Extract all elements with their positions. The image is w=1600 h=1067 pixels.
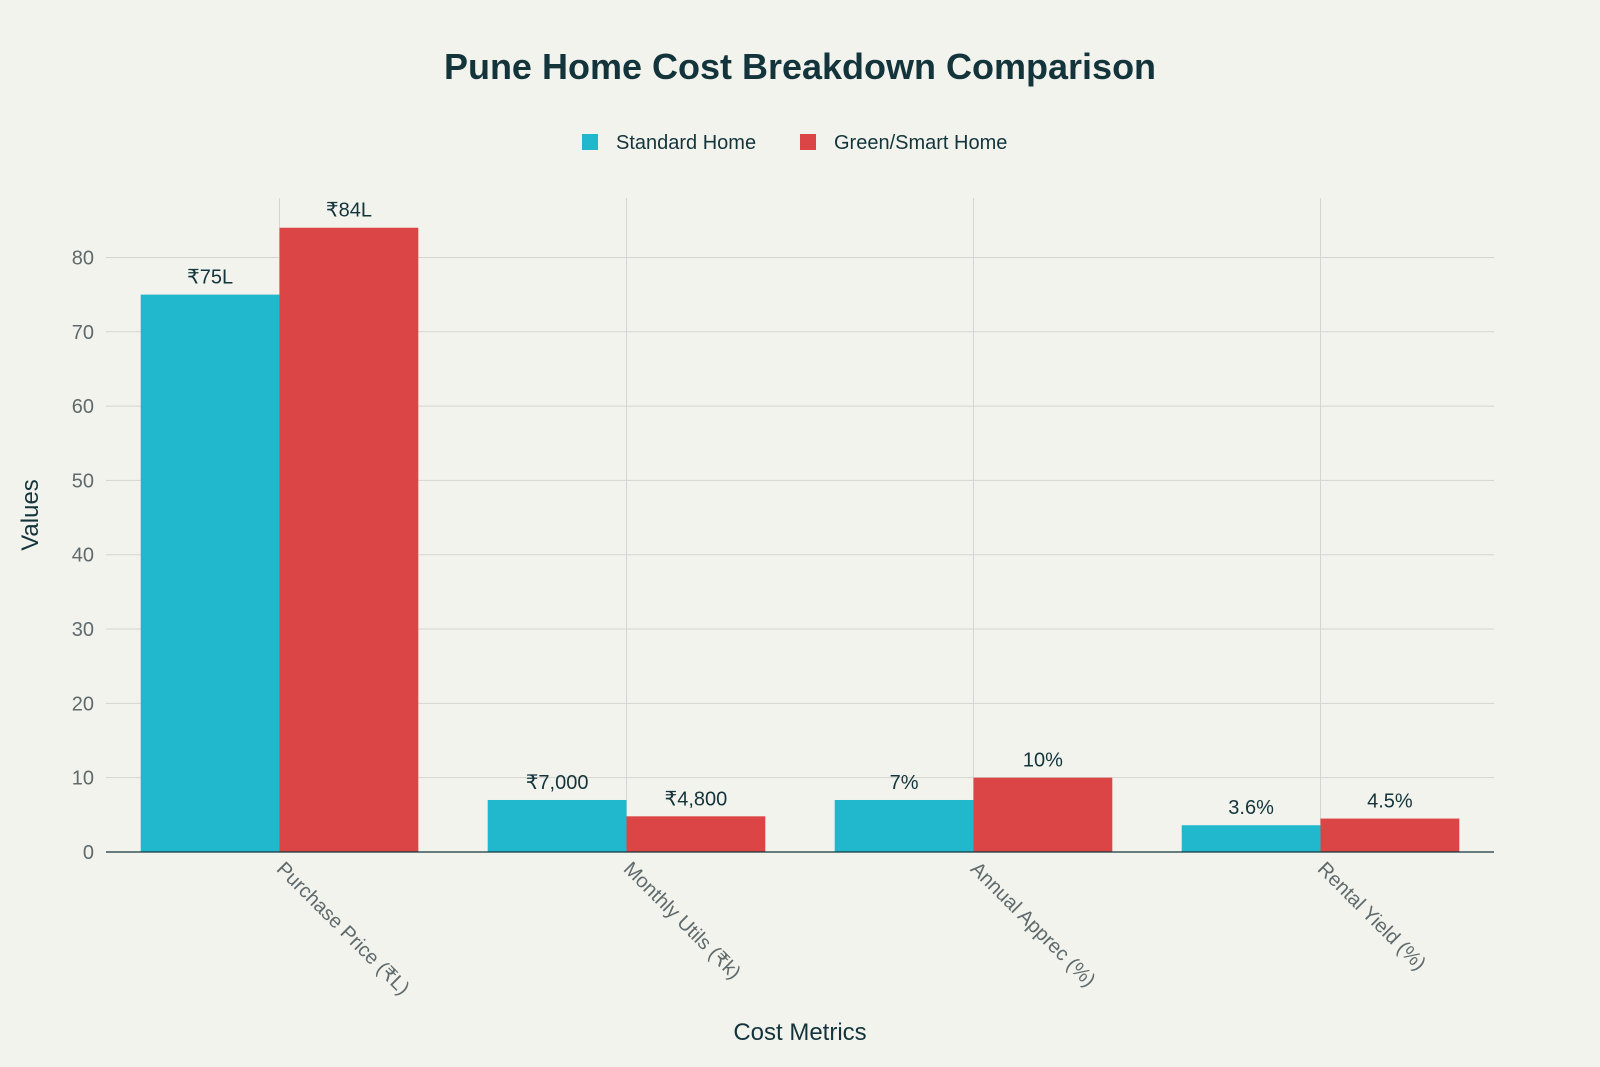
bar[interactable]	[487, 799, 627, 852]
bar[interactable]	[1181, 825, 1321, 852]
data-labels: ₹75L ₹7,000 7% 3.6% ₹84L ₹4,800 10% 4.5%	[187, 200, 1413, 820]
bar[interactable]	[279, 227, 419, 852]
x-axis-title: Cost Metrics	[733, 1019, 866, 1046]
x-axis-ticks: Purchase Price (₹L) Monthly Utils (₹k) Ann…	[272, 858, 1430, 1000]
bar-value-label: ₹75L	[187, 267, 233, 289]
x-tick-label: Annual Apprec (%)	[966, 858, 1099, 991]
y-axis-ticks: 0 10 20 30 40 50 60 70 80	[72, 247, 94, 864]
y-tick-label: 50	[72, 470, 94, 492]
bars	[140, 227, 1460, 852]
legend[interactable]: Standard Home Green/Smart Home	[582, 132, 1007, 154]
y-tick-label: 40	[72, 545, 94, 567]
chart-title: Pune Home Cost Breakdown Comparison	[444, 46, 1156, 87]
y-tick-label: 20	[72, 693, 94, 715]
y-tick-label: 60	[72, 396, 94, 418]
x-tick-label: Rental Yield (%)	[1313, 858, 1430, 975]
bar[interactable]	[626, 816, 766, 852]
bar-value-label: 3.6%	[1228, 797, 1274, 819]
bar[interactable]	[1320, 818, 1460, 852]
bar-value-label: 10%	[1023, 750, 1063, 772]
y-tick-label: 70	[72, 322, 94, 344]
y-axis-title: Values	[17, 479, 44, 551]
bar-value-label: ₹7,000	[526, 772, 589, 794]
legend-label-green-smart-home: Green/Smart Home	[834, 132, 1007, 154]
x-tick-label: Purchase Price (₹L)	[272, 858, 414, 1000]
bar[interactable]	[973, 777, 1113, 852]
y-tick-label: 0	[83, 842, 94, 864]
y-tick-label: 80	[72, 247, 94, 269]
legend-label-standard-home: Standard Home	[616, 132, 756, 154]
bar[interactable]	[140, 294, 280, 852]
bar-value-label: ₹4,800	[665, 788, 728, 810]
y-tick-label: 30	[72, 619, 94, 641]
legend-swatch-green-smart-home	[800, 134, 816, 150]
legend-swatch-standard-home	[582, 134, 598, 150]
y-tick-label: 10	[72, 768, 94, 790]
bar-value-label: 7%	[890, 772, 919, 794]
bar-value-label: ₹84L	[326, 200, 372, 222]
bar[interactable]	[834, 799, 974, 852]
bar-value-label: 4.5%	[1367, 791, 1413, 813]
x-tick-label: Monthly Utils (₹k)	[619, 858, 745, 984]
